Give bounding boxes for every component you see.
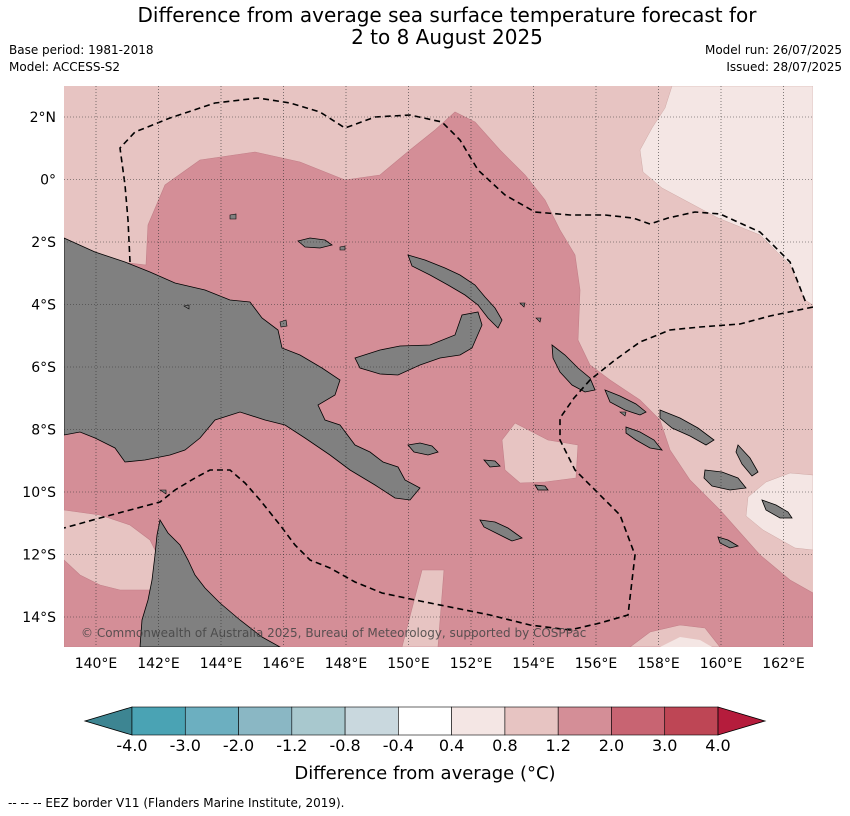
anomaly-fill-0.4-0.8-se2: [660, 637, 712, 647]
chart-title: Difference from average sea surface temp…: [0, 4, 850, 48]
lon-tick-label: 158°E: [637, 656, 680, 672]
colorbar-tick-label: 3.0: [651, 736, 678, 755]
colorbar: [83, 706, 767, 736]
land-woodlark: [534, 484, 549, 491]
land-trobriand: [483, 459, 501, 468]
lat-tick-label: 2°N: [30, 110, 56, 126]
land-choiseul: [604, 389, 647, 416]
lat-tick-label: 10°S: [22, 485, 56, 501]
land-rennell: [717, 536, 740, 549]
land-new-georgia: [625, 426, 663, 451]
colorbar-tick-label: -1.2: [276, 736, 308, 755]
eez-footnote: -- -- -- EEZ border V11 (Flanders Marine…: [8, 796, 345, 810]
land-guadalcanal: [703, 469, 747, 491]
lat-tick-label: 8°S: [31, 423, 56, 439]
lon-tick-label: 160°E: [700, 656, 743, 672]
lon-tick-label: 152°E: [450, 656, 493, 672]
colorbar-tick-label: 2.0: [598, 736, 625, 755]
colorbar-tick-label: -0.4: [382, 736, 414, 755]
colorbar-tick-label: -4.0: [116, 736, 148, 755]
colorbar-segment: [238, 706, 293, 736]
title-line-2: 2 to 8 August 2025: [351, 25, 543, 49]
land-new-guinea: [64, 237, 421, 501]
colorbar-segment: [291, 706, 346, 736]
anomaly-fill-0.8-1.2-hole: [501, 422, 579, 484]
lon-tick-label: 150°E: [387, 656, 430, 672]
colorbar-segment: [344, 706, 399, 736]
colorbar-title: Difference from average (°C): [294, 763, 556, 784]
colorbar-segment: [184, 706, 239, 736]
lon-tick-label: 142°E: [137, 656, 180, 672]
land-small-islets: [159, 213, 627, 495]
anomaly-fill-0.4-0.8-ne: [639, 86, 813, 306]
issued-date: Issued: 28/07/2025: [726, 60, 842, 74]
colorbar-tick-label: 1.2: [545, 736, 571, 755]
colorbar-segment: [451, 706, 506, 736]
lat-tick-label: 2°S: [31, 235, 56, 251]
land-cape-york: [139, 518, 281, 647]
lat-tick-label: 0°: [40, 173, 56, 189]
land-malaita: [735, 444, 759, 477]
model-name: Model: ACCESS-S2: [9, 60, 121, 74]
eez-borders: [64, 97, 813, 631]
eez-border-png-north: [119, 97, 807, 304]
base-period: Base period: 1981-2018: [9, 43, 154, 57]
anomaly-fill-0.8-1.2-strip: [401, 569, 445, 647]
meta-left: Base period: 1981-2018 Model: ACCESS-S2: [9, 42, 154, 76]
lon-tick-label: 162°E: [762, 656, 805, 672]
latitude-labels: 2°N 0° 2°S 4°S 6°S 8°S 10°S 12°S 14°S: [22, 110, 56, 626]
lon-tick-label: 156°E: [575, 656, 618, 672]
land-d-entrecasteaux: [407, 442, 439, 456]
land-makira: [761, 499, 793, 519]
longitude-labels: 140°E 142°E 144°E 146°E 148°E 150°E 152°E 154°E…: [75, 656, 805, 672]
land-new-britain: [354, 311, 483, 376]
meta-right: Model run: 26/07/2025 Issued: 28/07/2025: [705, 42, 842, 76]
colorbar-tick-label: 4.0: [705, 736, 731, 755]
colorbar-segment: [131, 706, 186, 736]
colorbar-tick-label: 0.8: [492, 736, 518, 755]
colorbar-tick-label: -2.0: [222, 736, 255, 755]
land-louisiade: [479, 519, 523, 542]
graticule: [64, 86, 813, 647]
colorbar-segment: [611, 706, 666, 736]
colorbar-segment: [398, 706, 452, 736]
land-new-ireland: [407, 254, 503, 329]
lat-tick-label: 4°S: [31, 298, 56, 314]
colorbar-segment: [557, 706, 612, 736]
copyright-notice: © Commonwealth of Australia 2025, Bureau…: [81, 626, 586, 640]
colorbar-extend-high: [717, 706, 767, 736]
lat-tick-label: 14°S: [22, 610, 56, 626]
land-manus: [297, 237, 333, 249]
map-area: © Commonwealth of Australia 2025, Bureau…: [64, 86, 813, 647]
colorbar-tick-label: -0.8: [329, 736, 361, 755]
lat-tick-label: 6°S: [31, 360, 56, 376]
anomaly-fill-1.2-2.0: [64, 111, 813, 647]
colorbar-segment: [504, 706, 559, 736]
lon-tick-label: 144°E: [200, 656, 243, 672]
land-bougainville: [551, 344, 596, 393]
lon-tick-label: 154°E: [512, 656, 555, 672]
colorbar-tick-label: -3.0: [169, 736, 201, 755]
colorbar-segment: [664, 706, 719, 736]
eez-border-solomons: [64, 306, 813, 631]
colorbar-extend-low: [83, 706, 133, 736]
lon-tick-label: 146°E: [262, 656, 305, 672]
lat-tick-label: 12°S: [22, 548, 56, 564]
land-santa-isabel: [659, 409, 715, 446]
colorbar-tick-label: 0.4: [438, 736, 465, 755]
model-run: Model run: 26/07/2025: [704, 43, 842, 57]
title-line-1: Difference from average sea surface temp…: [137, 3, 757, 27]
lon-tick-label: 148°E: [325, 656, 368, 672]
lon-tick-label: 140°E: [75, 656, 118, 672]
